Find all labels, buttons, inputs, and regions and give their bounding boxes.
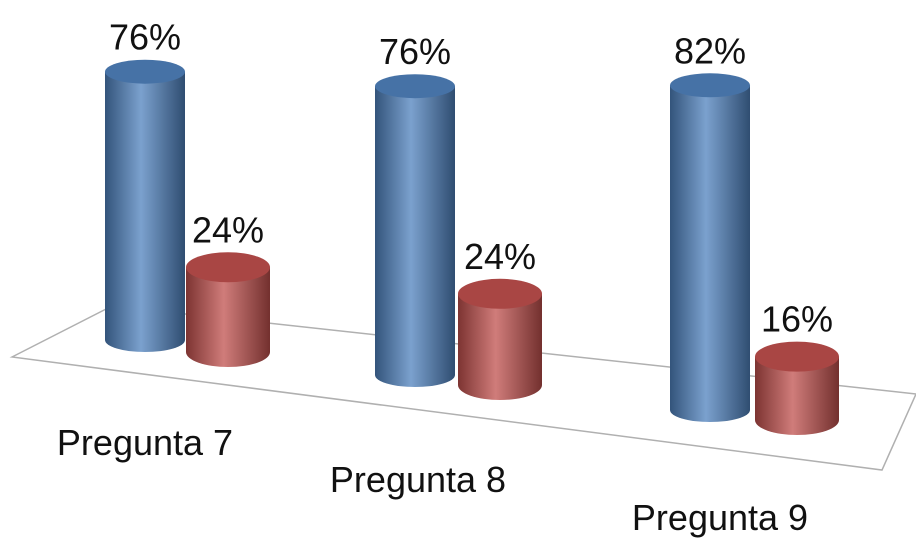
x-tick-label: Pregunta 8 [330, 459, 506, 500]
data-label: 24% [192, 209, 264, 250]
cylinder-top [670, 73, 750, 98]
x-tick-label: Pregunta 7 [57, 422, 233, 463]
data-label: 76% [379, 31, 451, 72]
cylinder [458, 293, 542, 400]
cylinder [375, 86, 455, 387]
cylinder-top [105, 59, 185, 84]
cylinder-top [375, 74, 455, 99]
x-tick-label: Pregunta 9 [632, 497, 808, 538]
data-label: 82% [674, 30, 746, 71]
cylinder [755, 356, 839, 435]
cylinder-top [186, 252, 270, 283]
data-label: 76% [109, 17, 181, 58]
data-label: 16% [761, 299, 833, 340]
cylinder-top [755, 341, 839, 372]
cylinder [670, 85, 750, 422]
cylinder-top [458, 278, 542, 309]
cylinder [186, 267, 270, 367]
data-label: 24% [464, 236, 536, 277]
cylinder [105, 71, 185, 352]
